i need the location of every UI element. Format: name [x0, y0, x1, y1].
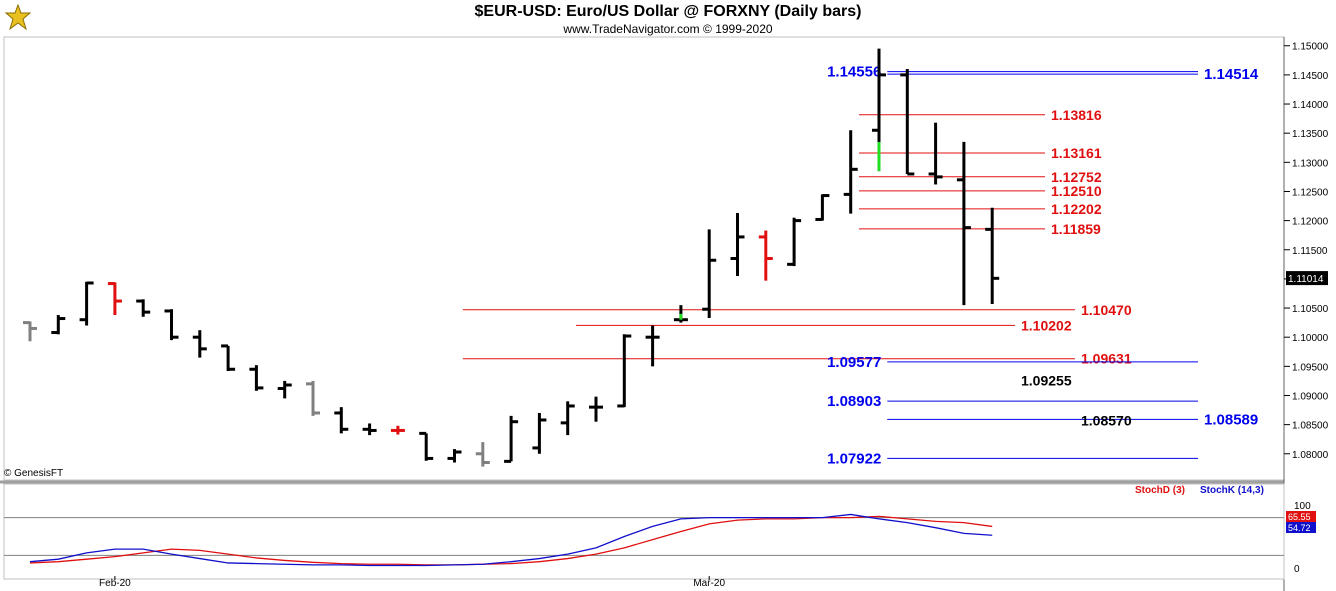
- price-tick-label: 1.08000: [1292, 450, 1329, 461]
- stoch-tick-label: 100: [1294, 501, 1311, 512]
- stochK-value-badge: [1286, 522, 1316, 533]
- price-tick-label: 1.13000: [1292, 158, 1329, 169]
- price-tick-label: 1.14500: [1292, 71, 1329, 82]
- ohlc-bar: [985, 207, 1000, 304]
- price-chart: 1.14556 1.145141.138161.131611.127521.125…: [0, 36, 1329, 591]
- date-tick-label: Feb-20: [99, 578, 131, 589]
- ohlc-bar: [192, 330, 207, 358]
- price-tick-label: 1.09500: [1292, 362, 1329, 373]
- level-label: 1.08589: [1204, 411, 1258, 428]
- ohlc-bar: [447, 449, 462, 463]
- ohlc-bar: [843, 130, 858, 214]
- series-line-stochK: [29, 513, 993, 567]
- price-tick-label: 1.12000: [1292, 217, 1329, 228]
- ohlc-bar: [532, 412, 547, 454]
- price-tick-label: 1.11500: [1292, 246, 1328, 257]
- level-label: 1.13816: [1051, 107, 1102, 123]
- ohlc-bars: [23, 48, 1000, 467]
- last-price-badge: [1286, 271, 1328, 286]
- ohlc-bar: [589, 396, 603, 422]
- price-tick-label: 1.10000: [1292, 333, 1329, 344]
- series-line-stochD: [29, 515, 993, 566]
- stoch-tick-label: 0: [1294, 564, 1300, 575]
- ohlc-bar: [787, 217, 802, 267]
- ohlc-bar: [362, 423, 377, 436]
- level-label: 1.10470: [1081, 302, 1132, 318]
- ohlc-bar: [645, 325, 660, 367]
- ohlc-bar: [306, 380, 320, 416]
- chart-title: $EUR-USD: Euro/US Dollar @ FORXNY (Daily…: [474, 3, 862, 20]
- level-label: 1.10202: [1021, 317, 1072, 333]
- price-tick-label: 1.14000: [1292, 100, 1329, 111]
- legend-stochD: StochD (3): [1135, 485, 1185, 496]
- level-label: 1.11859: [1051, 221, 1101, 237]
- level-label: 1.12202: [1051, 201, 1102, 217]
- price-tick-label: 1.10500: [1292, 304, 1329, 315]
- date-tick-label: Mar-20: [693, 578, 725, 589]
- level-label: 1.09577: [827, 354, 881, 371]
- ohlc-bar: [79, 281, 94, 326]
- ohlc-bar: [928, 122, 943, 185]
- legend-stochK: StochK (14,3): [1200, 485, 1264, 496]
- ohlc-bar: [419, 431, 434, 461]
- ohlc-bar: [221, 344, 236, 371]
- chart-header: $EUR-USD: Euro/US Dollar @ FORXNY (Daily…: [0, 0, 1336, 36]
- price-tick-label: 1.15000: [1292, 42, 1329, 53]
- chart-frame: [0, 36, 1285, 591]
- ohlc-bar: [758, 230, 773, 281]
- level-lines: 1.14556 1.14514 1.13816 1.13161 1.127521.125…: [462, 64, 1259, 467]
- ohlc-bar: [900, 69, 915, 176]
- price-tick-label: 1.08500: [1292, 421, 1329, 432]
- price-tick-label: 1.12500: [1292, 187, 1329, 198]
- level-label: 1.13161: [1051, 145, 1102, 161]
- level-label: 1.14514: [1204, 66, 1259, 83]
- ohlc-bar: [504, 415, 519, 463]
- last-price-label: 1.11014: [1288, 274, 1324, 285]
- stoch-plot-area: [3, 483, 1285, 580]
- level-label: 1.08903: [827, 393, 881, 410]
- genesis-logo-icon: [3, 3, 33, 33]
- ohlc-bar: [475, 442, 490, 467]
- ohlc-bar: [249, 365, 264, 391]
- ohlc-bar: [702, 229, 717, 318]
- ohlc-bar: [560, 401, 575, 436]
- chart-subtitle: www.TradeNavigator.com © 1999-2020: [563, 22, 773, 36]
- level-label: 1.12510: [1051, 183, 1102, 199]
- price-tick-label: 1.13500: [1292, 129, 1329, 140]
- stochD-value: 65.55: [1288, 512, 1311, 522]
- level-label: 1.07922: [827, 450, 881, 467]
- price-tick-label: 1.09000: [1292, 391, 1329, 402]
- ohlc-bar: [334, 407, 349, 434]
- level-label: 1.12752: [1051, 169, 1102, 185]
- level-label: 1.14556: [827, 64, 881, 81]
- ohlc-bar: [136, 299, 151, 317]
- ohlc-bar: [277, 380, 292, 399]
- ohlc-bar: [956, 141, 971, 306]
- ohlc-bar: [390, 425, 405, 435]
- price-axis: 1.08000 1.08500 1.09000 1.09500 1.10000 1.105…: [1284, 42, 1329, 461]
- level-label: 1.09255: [1021, 373, 1072, 389]
- level-label: 1.08570: [1081, 413, 1132, 429]
- date-axis: Feb-20 Mar-20: [99, 576, 725, 589]
- level-label: 1.09631: [1081, 351, 1132, 367]
- ohlc-bar: [730, 213, 745, 276]
- ohlc-bar: [815, 194, 830, 221]
- watermark: © GenesisFT: [4, 468, 64, 479]
- stochD-value-badge: [1286, 511, 1316, 522]
- ohlc-bar: [23, 321, 37, 342]
- ohlc-bar: [51, 315, 66, 335]
- ohlc-bar: [164, 309, 179, 341]
- ohlc-bar: [617, 334, 632, 408]
- stochK-value: 54.72: [1288, 523, 1311, 533]
- ohlc-bar: [107, 282, 122, 316]
